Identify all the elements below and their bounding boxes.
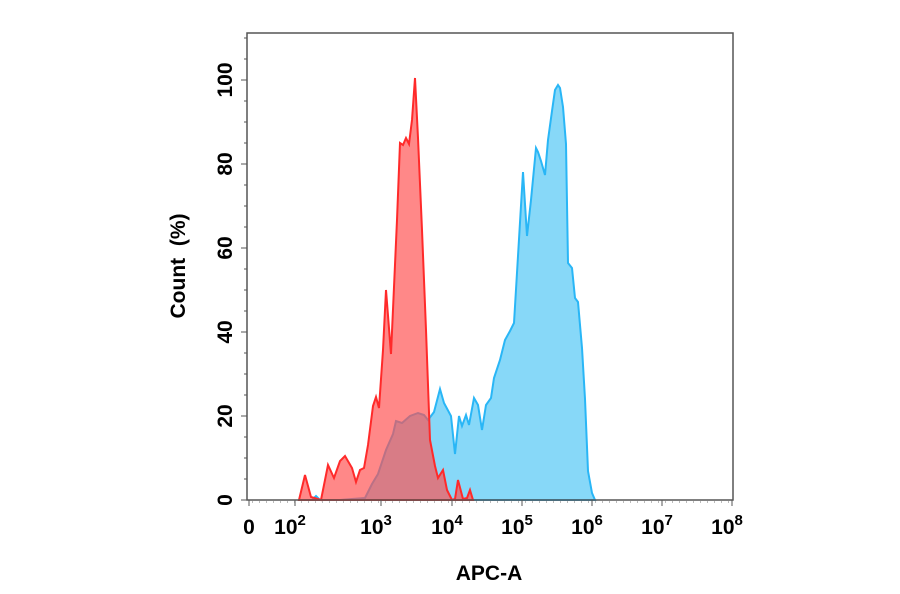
svg-text:80: 80 xyxy=(214,152,237,175)
series-blue-area xyxy=(309,83,597,501)
y-axis-ticks xyxy=(241,37,247,501)
x-tick-1e8: 108 xyxy=(711,512,743,539)
x-tick-0: 0 xyxy=(243,516,255,539)
x-tick-1e3: 103 xyxy=(360,512,392,539)
y-tick-labels: 0 20 40 60 80 100 xyxy=(214,62,237,505)
x-tick-1e7: 107 xyxy=(641,512,673,539)
svg-text:60: 60 xyxy=(214,236,237,259)
x-tick-1e4: 104 xyxy=(431,512,463,539)
x-axis-title: APC-A xyxy=(456,562,523,585)
svg-text:0: 0 xyxy=(214,494,237,506)
x-axis-ticks xyxy=(248,500,733,506)
x-tick-labels: 0 102 103 104 105 106 107 108 xyxy=(243,512,743,539)
x-tick-1e5: 105 xyxy=(501,512,533,539)
plot-frame xyxy=(246,32,734,501)
x-tick-1e2: 102 xyxy=(274,512,306,539)
x-tick-1e6: 106 xyxy=(571,512,603,539)
svg-text:100: 100 xyxy=(214,62,237,97)
y-axis-title: Count (%) xyxy=(167,214,190,319)
svg-text:40: 40 xyxy=(214,320,237,343)
svg-text:20: 20 xyxy=(214,404,237,427)
